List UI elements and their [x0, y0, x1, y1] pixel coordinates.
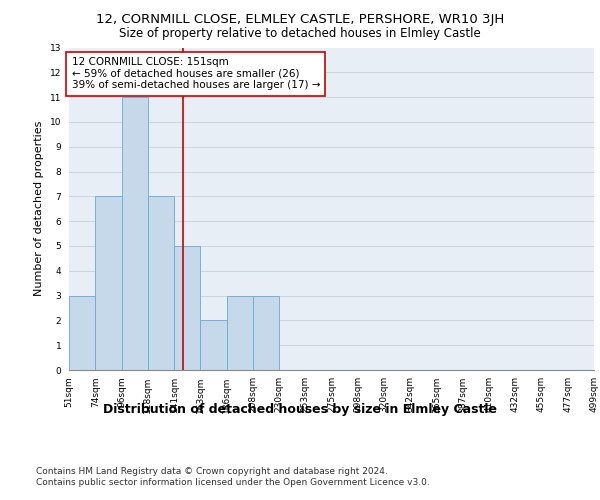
- Bar: [95, 196, 121, 370]
- Text: Contains HM Land Registry data © Crown copyright and database right 2024.
Contai: Contains HM Land Registry data © Crown c…: [36, 468, 430, 487]
- Text: 12, CORNMILL CLOSE, ELMLEY CASTLE, PERSHORE, WR10 3JH: 12, CORNMILL CLOSE, ELMLEY CASTLE, PERSH…: [96, 12, 504, 26]
- Text: Distribution of detached houses by size in Elmley Castle: Distribution of detached houses by size …: [103, 402, 497, 415]
- Bar: [174, 246, 200, 370]
- Bar: [200, 320, 227, 370]
- Y-axis label: Number of detached properties: Number of detached properties: [34, 121, 44, 296]
- Text: Size of property relative to detached houses in Elmley Castle: Size of property relative to detached ho…: [119, 28, 481, 40]
- Text: 12 CORNMILL CLOSE: 151sqm
← 59% of detached houses are smaller (26)
39% of semi-: 12 CORNMILL CLOSE: 151sqm ← 59% of detac…: [71, 57, 320, 90]
- Bar: [148, 196, 174, 370]
- Bar: [121, 97, 148, 370]
- Bar: [253, 296, 279, 370]
- Bar: [69, 296, 95, 370]
- Bar: [227, 296, 253, 370]
